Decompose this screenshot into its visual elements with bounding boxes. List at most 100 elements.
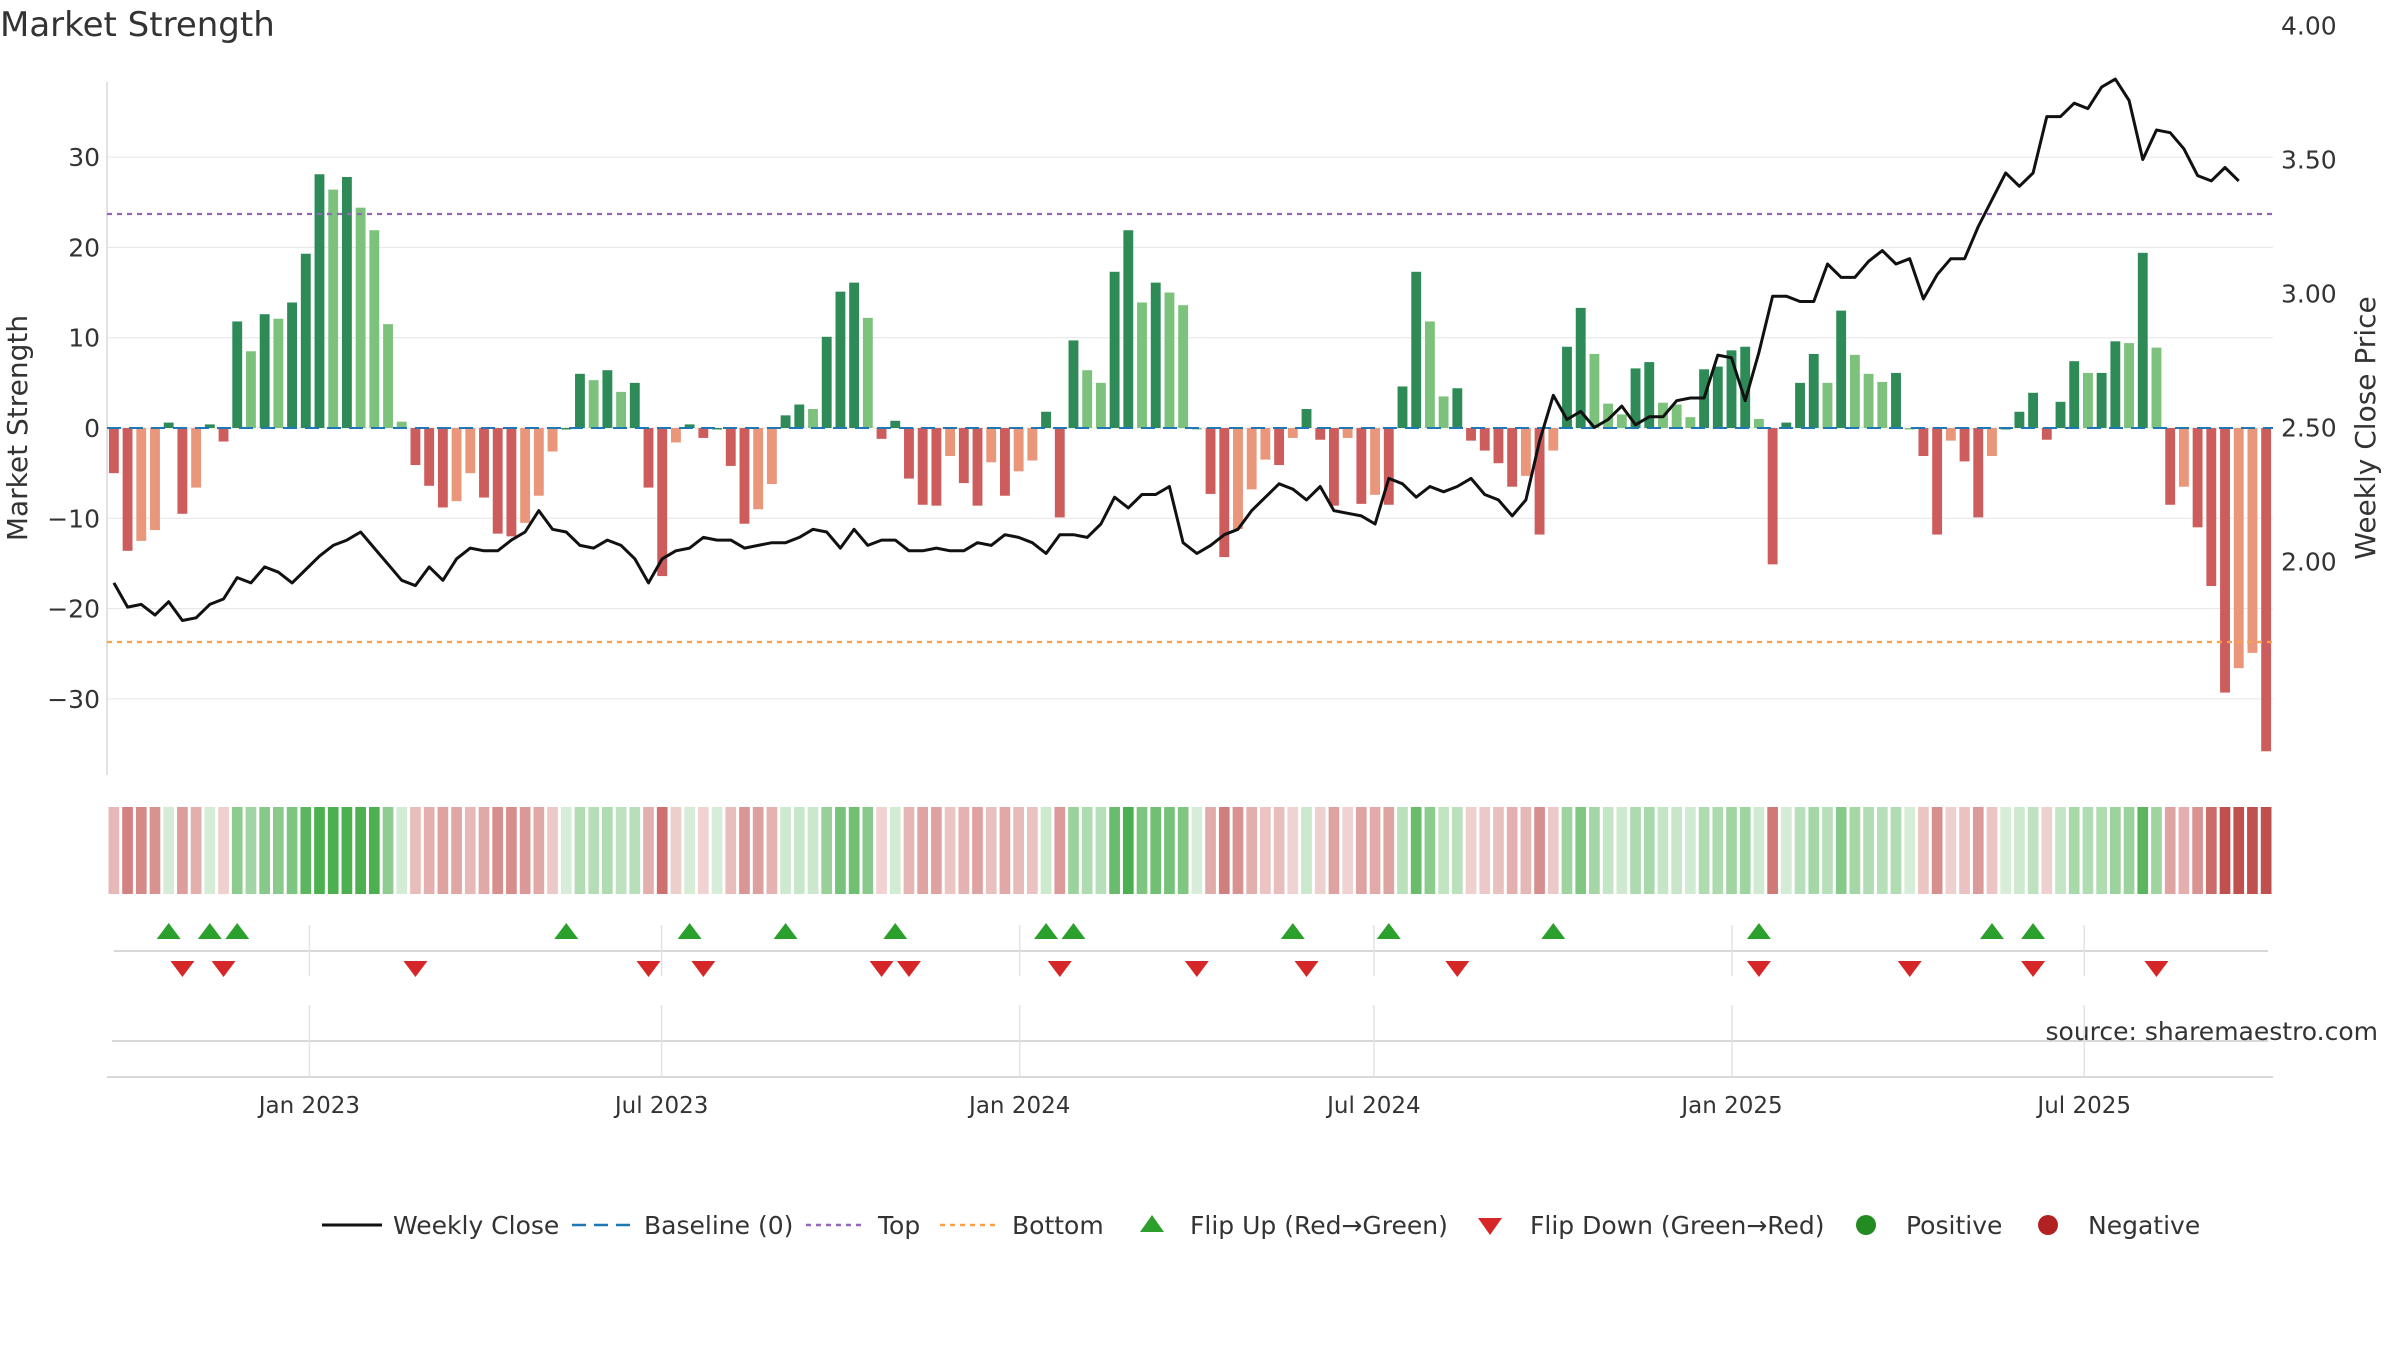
strength-bar [1150,282,1161,428]
strength-bar [1863,373,1874,428]
heat-strip-cell [2041,807,2053,894]
strength-bar [904,428,914,479]
y-tick-label: −20 [47,595,100,624]
strength-heat-strip [108,807,2272,894]
flip-down-marker [403,961,428,977]
strength-bar [1452,388,1463,428]
strength-bar [1534,428,1545,535]
y-tick-label: 20 [68,233,100,262]
strength-bar [479,428,489,498]
heat-strip-cell [739,807,750,894]
heat-strip-cell [1739,807,1751,894]
strength-bar [602,370,613,428]
strength-bar [931,428,942,506]
strength-bar [1301,409,1312,428]
heat-strip-cell [602,807,613,894]
strength-bar [1945,428,1956,441]
strength-bar [2165,428,2176,505]
x-tick-label: Jan 2024 [967,1093,1070,1119]
strength-bar [972,428,983,506]
strength-bar [1411,271,1422,428]
legend-label: Bottom [1012,1211,1104,1240]
strength-bar [821,336,832,428]
heat-strip-cell [1561,807,1573,894]
heat-strip-cell [423,807,435,894]
heat-strip-cell [1534,807,1545,894]
y2-tick-label: 3.00 [2281,280,2337,309]
y-tick-label: 0 [84,414,100,443]
heat-strip-cell [917,807,929,894]
y2-tick-label: 2.00 [2281,548,2337,577]
y-axis-label: Market Strength [1,315,34,541]
heat-strip-cell [752,807,764,894]
heat-strip-cell [464,807,476,894]
heat-strip-cell [1986,807,1998,894]
strength-bar [1274,428,1285,466]
heat-strip-cell [1287,807,1299,894]
heat-strip-cell [2055,807,2066,894]
strength-bar [657,428,668,577]
heat-strip-cell [2260,807,2272,894]
heat-strip-cell [396,807,408,894]
heat-strip-cell [807,807,819,894]
flip-up-marker [1280,923,1305,939]
heat-strip-cell [533,807,545,894]
strength-bar [2014,411,2025,428]
heat-strip-cell [1753,807,1765,894]
flip-down-marker [869,961,894,977]
strength-bar [794,404,805,428]
heat-strip-cell [999,807,1011,894]
heat-strip-cell [1191,807,1203,894]
legend-label: Baseline (0) [644,1211,793,1240]
strength-bar [1082,370,1093,428]
x-tick-label: Jul 2025 [2035,1093,2131,1119]
heat-strip-cell [848,807,860,894]
weekly-close-line [112,77,2240,622]
strength-bar [1712,366,1723,428]
flip-down-marker [636,961,661,977]
strength-bar [218,428,229,442]
strength-bar [1740,346,1751,428]
flip-down-marker [2021,961,2046,977]
legend-label: Top [877,1211,920,1240]
strength-bar [2151,347,2162,428]
strength-bar [862,317,873,428]
heat-strip-cell [1246,807,1258,894]
y2-tick-label: 2.50 [2281,414,2337,443]
strength-bar [2137,252,2148,428]
strength-bar [328,189,339,428]
heat-strip-cell [1314,807,1326,894]
strength-bar [424,428,435,486]
strength-bar [1342,428,1353,438]
heat-strip-cell [821,807,833,894]
strength-bar [191,428,202,488]
heat-strip-cell [931,807,942,894]
flip-up-marker [677,923,702,939]
heat-strip-cell [697,807,709,894]
flip-up-marker [1541,923,1566,939]
strength-bar [1603,403,1614,428]
strength-bar [1383,428,1394,505]
strength-bar [1795,382,1805,428]
heat-strip-cell [1643,807,1655,894]
heat-strip-cell [1136,807,1148,894]
strength-bar [1507,428,1518,487]
strength-bar [1260,428,1271,460]
heat-strip-cell [478,807,490,894]
heat-strip-cell [1054,807,1066,894]
heat-strip-cell [300,807,312,894]
strength-bar [204,424,215,428]
strength-bar [629,382,640,428]
heat-strip-cell [273,807,284,894]
strength-bar [383,324,393,428]
strength-bar [1973,428,1984,518]
strength-bar [1370,428,1381,495]
strength-bar [1548,428,1559,451]
heat-strip-cell [670,807,682,894]
heat-strip-cell [958,807,970,894]
legend-label: Negative [2088,1211,2200,1240]
strength-bar [1205,428,1216,494]
heat-strip-cell [1493,807,1504,894]
y-tick-label: 30 [68,143,100,172]
